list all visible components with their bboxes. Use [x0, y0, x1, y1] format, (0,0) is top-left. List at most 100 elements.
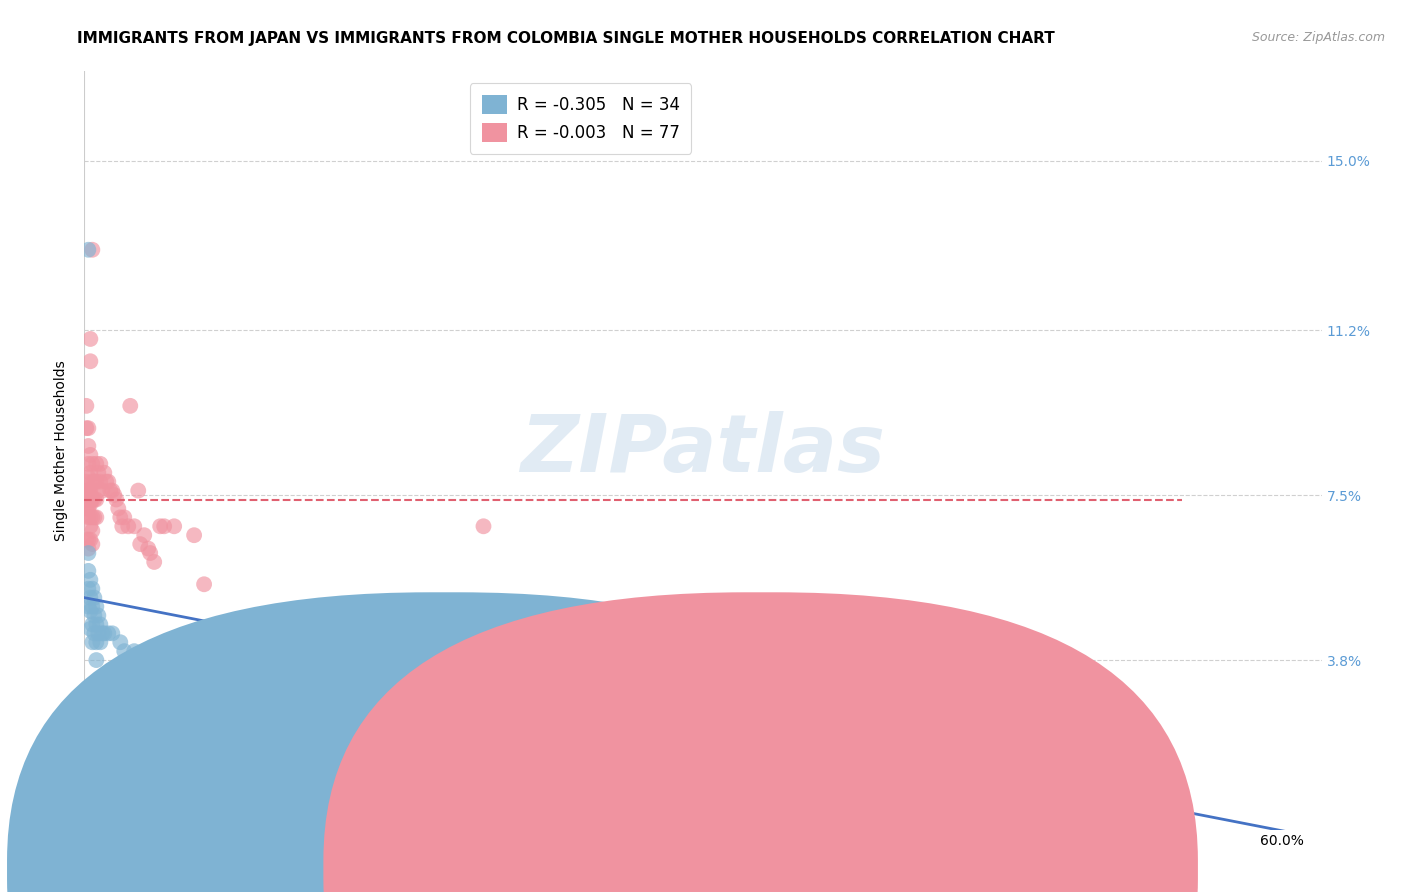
Point	[79, 604, 101, 618]
Point	[77, 546, 100, 560]
Point	[129, 537, 152, 551]
Point	[77, 599, 100, 614]
Point	[149, 519, 172, 533]
Point	[86, 510, 108, 524]
Point	[79, 448, 101, 462]
Point	[127, 483, 149, 498]
Point	[77, 501, 100, 516]
Point	[163, 519, 186, 533]
Point	[75, 492, 97, 507]
Point	[89, 457, 111, 471]
Point	[1071, 689, 1094, 703]
Point	[79, 622, 101, 636]
Point	[86, 457, 108, 471]
Point	[143, 555, 166, 569]
Point	[79, 533, 101, 547]
Point	[82, 524, 104, 538]
Point	[472, 519, 495, 533]
Point	[79, 488, 101, 502]
Point	[117, 519, 139, 533]
Point	[82, 635, 104, 649]
Point	[862, 733, 884, 747]
Point	[83, 608, 105, 623]
Point	[91, 626, 114, 640]
Point	[139, 546, 162, 560]
Point	[77, 582, 100, 596]
Point	[77, 439, 100, 453]
Point	[105, 492, 128, 507]
Point	[107, 501, 129, 516]
Point	[77, 483, 100, 498]
Point	[77, 492, 100, 507]
Point	[98, 483, 121, 498]
Point	[77, 421, 100, 435]
Point	[83, 475, 105, 489]
Point	[91, 483, 114, 498]
Point	[89, 635, 111, 649]
Point	[87, 483, 110, 498]
Point	[136, 541, 159, 556]
Point	[112, 644, 135, 658]
Point	[77, 541, 100, 556]
Point	[193, 698, 215, 712]
Text: Source: ZipAtlas.com: Source: ZipAtlas.com	[1251, 31, 1385, 45]
Point	[79, 332, 101, 346]
Point	[86, 635, 108, 649]
Point	[110, 635, 132, 649]
Point	[75, 475, 97, 489]
Point	[82, 492, 104, 507]
Point	[79, 510, 101, 524]
Point	[86, 599, 108, 614]
Point	[75, 533, 97, 547]
Point	[82, 243, 104, 257]
Point	[83, 492, 105, 507]
Point	[89, 617, 111, 632]
Point	[89, 475, 111, 489]
Point	[120, 399, 142, 413]
Point	[79, 492, 101, 507]
Point	[134, 528, 156, 542]
Point	[75, 421, 97, 435]
Point	[77, 470, 100, 484]
Point	[79, 466, 101, 480]
Point	[77, 564, 100, 578]
Point	[77, 488, 100, 502]
Point	[75, 399, 97, 413]
Point	[82, 457, 104, 471]
Point	[101, 483, 124, 498]
Text: IMMIGRANTS FROM JAPAN VS IMMIGRANTS FROM COLOMBIA SINGLE MOTHER HOUSEHOLDS CORRE: IMMIGRANTS FROM JAPAN VS IMMIGRANTS FROM…	[77, 31, 1054, 46]
Point	[122, 644, 145, 658]
Point	[101, 626, 124, 640]
Point	[183, 528, 205, 542]
Point	[82, 510, 104, 524]
Point	[129, 689, 152, 703]
Point	[93, 626, 115, 640]
Point	[79, 483, 101, 498]
Point	[112, 510, 135, 524]
Text: Immigrants from Japan: Immigrants from Japan	[468, 863, 644, 877]
Point	[83, 626, 105, 640]
Point	[82, 582, 104, 596]
Point	[86, 617, 108, 632]
Point	[75, 492, 97, 507]
Point	[79, 519, 101, 533]
Point	[82, 599, 104, 614]
Point	[77, 457, 100, 471]
Point	[75, 501, 97, 516]
Point	[82, 537, 104, 551]
Point	[82, 617, 104, 632]
Point	[193, 577, 215, 591]
Point	[79, 497, 101, 511]
Text: ZIPatlas: ZIPatlas	[520, 411, 886, 490]
Point	[82, 475, 104, 489]
Point	[110, 510, 132, 524]
Point	[87, 626, 110, 640]
Point	[97, 626, 120, 640]
Point	[77, 497, 100, 511]
Point	[111, 519, 134, 533]
Point	[103, 488, 125, 502]
Point	[86, 475, 108, 489]
Point	[79, 573, 101, 587]
Point	[77, 243, 100, 257]
Point	[77, 533, 100, 547]
